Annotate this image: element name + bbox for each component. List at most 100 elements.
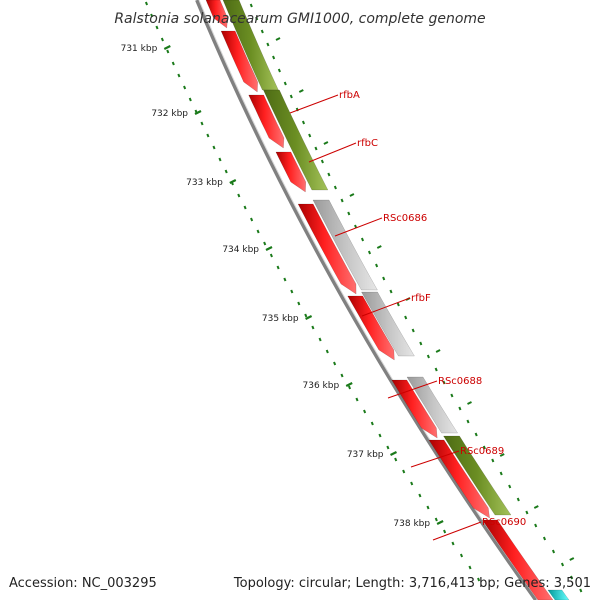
ruler-dot (468, 565, 472, 570)
ruler-dot (263, 241, 267, 246)
gene-label[interactable]: RSc0689 (460, 446, 504, 457)
cds-forward (248, 94, 285, 149)
ruler-dot (333, 361, 337, 366)
outer-dot (458, 406, 462, 411)
outer-dot (308, 133, 312, 138)
feature-olive (263, 89, 329, 191)
outer-dot (508, 484, 512, 489)
outer-dot (340, 198, 344, 203)
major-tick (436, 520, 444, 525)
ruler-dot (297, 301, 301, 306)
gene-label[interactable]: rfbC (357, 138, 378, 149)
major-tick (390, 451, 397, 456)
gene-label[interactable]: rfbF (411, 293, 431, 304)
outer-dot (260, 29, 264, 34)
gene-label[interactable]: RSc0690 (482, 517, 526, 528)
feature-cyan (547, 589, 570, 600)
cds-forward (428, 439, 490, 519)
ruler-dot (355, 397, 359, 402)
gene-label[interactable]: rfbA (339, 90, 360, 101)
ruler-dot (451, 541, 455, 546)
ruler-dot (378, 433, 382, 438)
outer-dot (389, 289, 393, 294)
tick-label: 737 kbp (347, 450, 384, 460)
tick-guides (144, 1, 583, 593)
major-tick (194, 110, 202, 115)
ruler-dot (256, 229, 260, 234)
ruler-dot (363, 409, 367, 414)
outer-dash (349, 193, 355, 197)
outer-dot (320, 159, 324, 164)
tick-label: 734 kbp (222, 245, 259, 255)
ruler-dot (426, 505, 430, 510)
outer-dot (249, 3, 253, 8)
major-tick (265, 246, 273, 251)
outer-dot (482, 445, 486, 450)
ruler-dot (283, 277, 287, 282)
outer-dot (450, 393, 454, 398)
major-tick (229, 179, 237, 184)
outer-dot (283, 81, 287, 86)
accession-text: Accession: NC_003295 (9, 576, 157, 591)
tick-label: 735 kbp (262, 314, 299, 324)
ruler-dot (171, 61, 175, 66)
label-leader-line (308, 142, 357, 163)
ruler-dot (188, 97, 192, 102)
ruler-dot (318, 337, 322, 342)
major-tick (305, 315, 313, 320)
backbone-line (195, 0, 538, 600)
ruler-dot (243, 205, 247, 210)
tick-label: 733 kbp (186, 178, 223, 188)
ruler-dot (276, 265, 280, 270)
outer-dot (542, 536, 547, 541)
outer-dot (499, 471, 503, 476)
outer-dot (327, 172, 331, 177)
outer-dash (323, 141, 329, 145)
ruler-dot (311, 325, 315, 330)
outer-dot (367, 250, 372, 255)
outer-dot (333, 185, 337, 190)
ruler-dot (218, 157, 222, 162)
ruler-dot (237, 193, 241, 198)
ruler-dot (304, 313, 308, 318)
feature-track (205, 0, 570, 600)
label-leader-line (361, 297, 411, 317)
feature-gray (406, 376, 459, 434)
label-leader-line (334, 217, 383, 237)
ruler-dot (434, 517, 438, 522)
outer-dot (360, 237, 365, 242)
outer-dot (560, 562, 565, 567)
outer-dot (289, 94, 293, 99)
ruler-dot (144, 1, 149, 6)
ruler-dot (224, 169, 228, 174)
outer-dash (435, 349, 441, 353)
gene-label[interactable]: RSc0686 (383, 213, 427, 224)
outer-dot (570, 575, 574, 580)
ruler-dot (418, 493, 422, 498)
label-leader-line (410, 450, 460, 468)
outer-dot (314, 146, 318, 151)
ruler-dot (443, 529, 447, 534)
label-leader-line (432, 521, 482, 541)
tick-label: 738 kbp (393, 519, 430, 529)
ruler-dot (155, 25, 159, 30)
label-leader-line (289, 94, 339, 114)
outer-dot (434, 367, 438, 372)
cds-forward (347, 295, 395, 361)
major-tick (163, 45, 171, 50)
label-leader-line (387, 380, 438, 399)
outer-dot (396, 302, 400, 307)
outer-dot (404, 315, 408, 320)
outer-dash (467, 401, 472, 405)
ruler-dot (150, 13, 154, 18)
tick-label: 736 kbp (303, 381, 340, 391)
ruler-dot (459, 553, 464, 558)
ruler-dot (410, 481, 414, 486)
outer-dot (551, 549, 556, 554)
outer-dash (275, 37, 281, 41)
gene-label[interactable]: RSc0688 (438, 376, 482, 387)
outer-dash (533, 505, 539, 509)
ruler-dot (160, 37, 164, 42)
ruler-dot (269, 253, 273, 258)
